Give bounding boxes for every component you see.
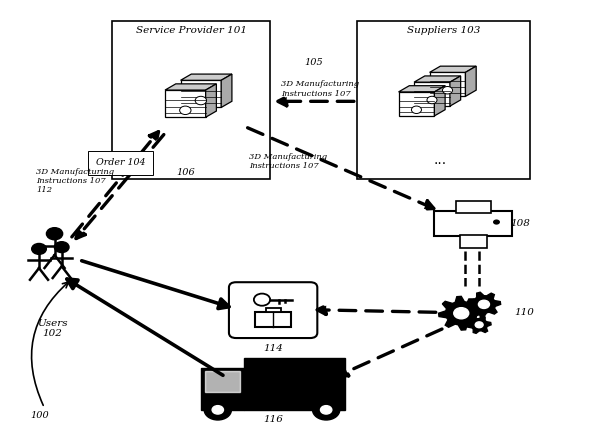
- Circle shape: [427, 96, 437, 104]
- FancyBboxPatch shape: [229, 282, 317, 338]
- Polygon shape: [205, 371, 240, 392]
- Polygon shape: [181, 74, 232, 80]
- Circle shape: [204, 400, 232, 420]
- Circle shape: [179, 106, 191, 114]
- Text: ...: ...: [434, 152, 447, 167]
- Text: 3D Manufacturing
Instructions 107: 3D Manufacturing Instructions 107: [281, 80, 359, 97]
- Circle shape: [55, 242, 69, 253]
- Circle shape: [212, 405, 223, 414]
- Text: 100: 100: [30, 411, 49, 420]
- Text: Users
102: Users 102: [37, 319, 67, 338]
- Bar: [456, 201, 491, 212]
- Circle shape: [478, 300, 490, 308]
- Polygon shape: [398, 92, 434, 116]
- Polygon shape: [430, 72, 466, 97]
- Circle shape: [475, 322, 483, 328]
- Polygon shape: [430, 66, 476, 72]
- Polygon shape: [467, 316, 491, 333]
- Text: Service Provider 101: Service Provider 101: [136, 26, 247, 35]
- Polygon shape: [165, 84, 217, 90]
- Polygon shape: [206, 84, 217, 117]
- Circle shape: [32, 244, 46, 254]
- Circle shape: [454, 308, 469, 319]
- Polygon shape: [467, 292, 500, 317]
- Polygon shape: [244, 358, 345, 410]
- Circle shape: [254, 294, 270, 306]
- Text: 116: 116: [263, 415, 283, 424]
- Text: 110: 110: [514, 308, 533, 317]
- Polygon shape: [439, 296, 484, 330]
- Text: 108: 108: [510, 219, 530, 228]
- Circle shape: [442, 87, 452, 94]
- Circle shape: [412, 106, 421, 114]
- Text: 3D Manufacturing
Instructions 107: 3D Manufacturing Instructions 107: [249, 153, 328, 170]
- Text: 114: 114: [263, 344, 283, 353]
- Polygon shape: [221, 74, 232, 107]
- Polygon shape: [414, 76, 461, 82]
- Polygon shape: [181, 80, 221, 107]
- Bar: [357, 21, 530, 179]
- Text: 3D Manufacturing
Instructions 107
112: 3D Manufacturing Instructions 107 112: [36, 168, 114, 194]
- Circle shape: [320, 405, 332, 414]
- Bar: [434, 211, 512, 236]
- Polygon shape: [450, 76, 461, 106]
- Polygon shape: [202, 367, 244, 410]
- Text: 106: 106: [176, 168, 195, 177]
- Polygon shape: [414, 82, 450, 106]
- Bar: [266, 308, 281, 312]
- Text: Suppliers 103: Suppliers 103: [407, 26, 480, 35]
- Circle shape: [195, 96, 206, 105]
- Bar: [112, 21, 270, 179]
- Bar: [460, 235, 487, 248]
- Circle shape: [313, 400, 340, 420]
- Text: 105: 105: [305, 58, 323, 67]
- Bar: [256, 312, 291, 327]
- Circle shape: [493, 219, 500, 225]
- Polygon shape: [165, 90, 206, 117]
- Circle shape: [46, 228, 62, 240]
- Polygon shape: [434, 86, 445, 116]
- Polygon shape: [398, 86, 445, 92]
- Text: Order 104: Order 104: [96, 158, 145, 167]
- Polygon shape: [466, 66, 476, 97]
